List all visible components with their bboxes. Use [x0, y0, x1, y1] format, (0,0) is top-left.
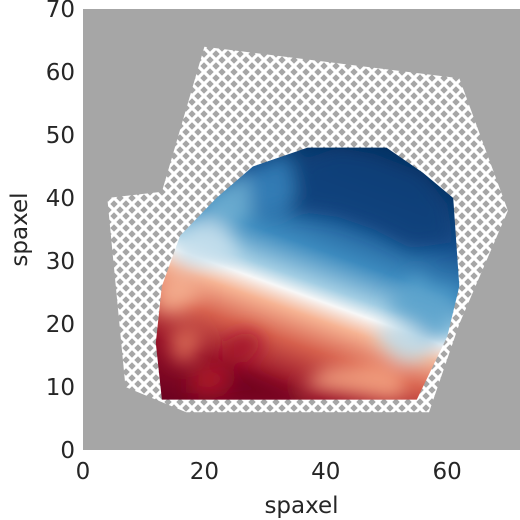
y-tick-label: 0 [60, 438, 75, 464]
velocity-bin-4 [155, 267, 205, 312]
y-axis-ticks: 0 10 20 30 40 50 60 70 [46, 0, 75, 464]
plot-area [107, 46, 508, 413]
x-tick-label: 40 [311, 459, 340, 485]
velocity-bin-2 [204, 172, 253, 230]
velocity-bin-0 [289, 147, 454, 249]
y-tick-label: 20 [46, 312, 75, 338]
y-tick-label: 40 [46, 186, 75, 212]
x-axis-label: spaxel [264, 493, 338, 519]
velocity-field [155, 147, 460, 400]
velocity-bin-5 [168, 324, 205, 362]
y-tick-label: 30 [46, 249, 75, 275]
velocity-bin-10 [386, 273, 454, 343]
velocity-bin-11 [374, 324, 435, 362]
x-tick-label: 60 [433, 459, 462, 485]
x-tick-label: 0 [76, 459, 91, 485]
x-tick-label: 20 [190, 459, 219, 485]
velocity-bin-1 [246, 153, 296, 217]
velocity-patches [155, 147, 454, 400]
velocity-bin-8 [192, 361, 235, 394]
velocity-bin-6 [222, 330, 266, 362]
y-tick-label: 70 [46, 0, 75, 23]
y-tick-label: 60 [46, 60, 75, 86]
x-axis-ticks: 0 20 40 60 [76, 459, 462, 485]
velocity-bin-9 [301, 361, 405, 400]
y-tick-label: 50 [46, 123, 75, 149]
velocity-bin-7 [210, 361, 308, 400]
y-tick-label: 10 [46, 375, 75, 401]
velocity-bin-3 [174, 216, 241, 268]
y-axis-label: spaxel [7, 192, 33, 266]
